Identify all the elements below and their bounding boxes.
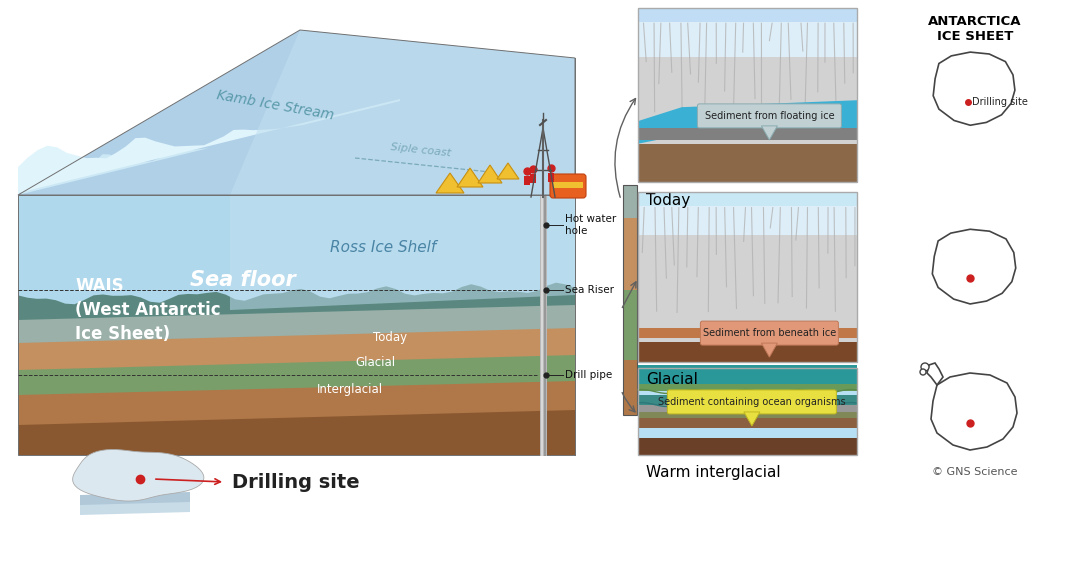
Text: Today: Today [646,192,690,208]
Bar [638,192,858,206]
Polygon shape [436,173,464,193]
Bar [553,182,583,188]
Bar [638,8,858,22]
Polygon shape [230,195,575,310]
Polygon shape [638,100,858,144]
Bar [623,218,637,290]
Bar [541,196,543,456]
Text: Sediment from floating ice: Sediment from floating ice [704,111,834,121]
Text: Siple coast: Siple coast [390,142,451,158]
Bar [638,8,858,182]
Polygon shape [457,168,483,187]
Text: Today: Today [373,331,407,343]
Bar [638,144,858,182]
Bar [623,185,637,415]
Bar [638,8,858,57]
Bar [638,192,858,362]
Polygon shape [72,450,204,501]
Polygon shape [744,412,760,426]
Circle shape [921,363,929,371]
Bar [638,364,858,384]
Bar [548,173,554,182]
Bar [638,368,858,455]
Bar [540,196,546,456]
Bar [638,192,858,362]
Text: Kamb Ice Stream: Kamb Ice Stream [215,88,335,122]
Polygon shape [933,52,1015,125]
Bar [638,368,858,455]
Polygon shape [927,363,943,385]
Polygon shape [18,195,575,310]
Polygon shape [761,126,778,140]
Bar [638,412,858,420]
Text: © GNS Science: © GNS Science [932,467,1017,477]
Text: Drill pipe: Drill pipe [565,370,612,380]
Text: Glacial: Glacial [355,356,395,369]
Bar [638,406,858,413]
Bar [623,290,637,360]
Polygon shape [18,355,575,400]
Polygon shape [18,328,575,375]
Polygon shape [478,165,502,183]
Polygon shape [497,163,519,179]
Bar [530,174,536,183]
Polygon shape [761,343,778,357]
Polygon shape [18,305,575,348]
Text: WAIS
(West Antarctic
Ice Sheet): WAIS (West Antarctic Ice Sheet) [75,277,220,342]
Polygon shape [80,502,190,515]
Text: Sediment containing ocean organisms: Sediment containing ocean organisms [658,397,846,407]
Bar [638,192,858,235]
Bar [638,395,858,404]
Polygon shape [18,410,575,455]
Bar [524,176,530,185]
Text: Warm interglacial: Warm interglacial [646,465,781,481]
Polygon shape [18,58,575,195]
Polygon shape [18,195,575,455]
Bar [638,438,858,455]
Polygon shape [932,229,1015,304]
Bar [638,8,858,182]
Polygon shape [80,492,190,510]
Polygon shape [230,30,575,195]
Bar [638,342,858,362]
Polygon shape [18,30,575,195]
Bar [638,328,858,338]
Polygon shape [18,283,575,330]
Text: Sea floor: Sea floor [190,270,296,290]
Bar [638,128,858,140]
FancyBboxPatch shape [550,174,586,198]
Text: Sea Riser: Sea Riser [565,285,615,295]
Text: Hot water
hole: Hot water hole [565,214,617,236]
FancyBboxPatch shape [701,321,838,345]
Text: Ross Ice Shelf: Ross Ice Shelf [330,240,436,255]
Circle shape [920,369,926,375]
Text: Sediment from beneath ice: Sediment from beneath ice [703,328,836,338]
Text: Interglacial: Interglacial [316,384,383,396]
Text: Drilling site: Drilling site [972,97,1028,107]
Bar [544,196,546,456]
Text: Drilling site: Drilling site [232,473,360,491]
FancyBboxPatch shape [698,104,841,128]
Text: ANTARCTICA
ICE SHEET: ANTARCTICA ICE SHEET [928,15,1022,43]
Bar [623,360,637,415]
FancyBboxPatch shape [667,390,836,414]
Text: Glacial: Glacial [646,372,698,387]
Bar [638,418,858,428]
Polygon shape [931,373,1017,450]
Bar [623,185,637,218]
Polygon shape [18,99,400,193]
Polygon shape [18,381,575,430]
Bar [638,377,858,391]
